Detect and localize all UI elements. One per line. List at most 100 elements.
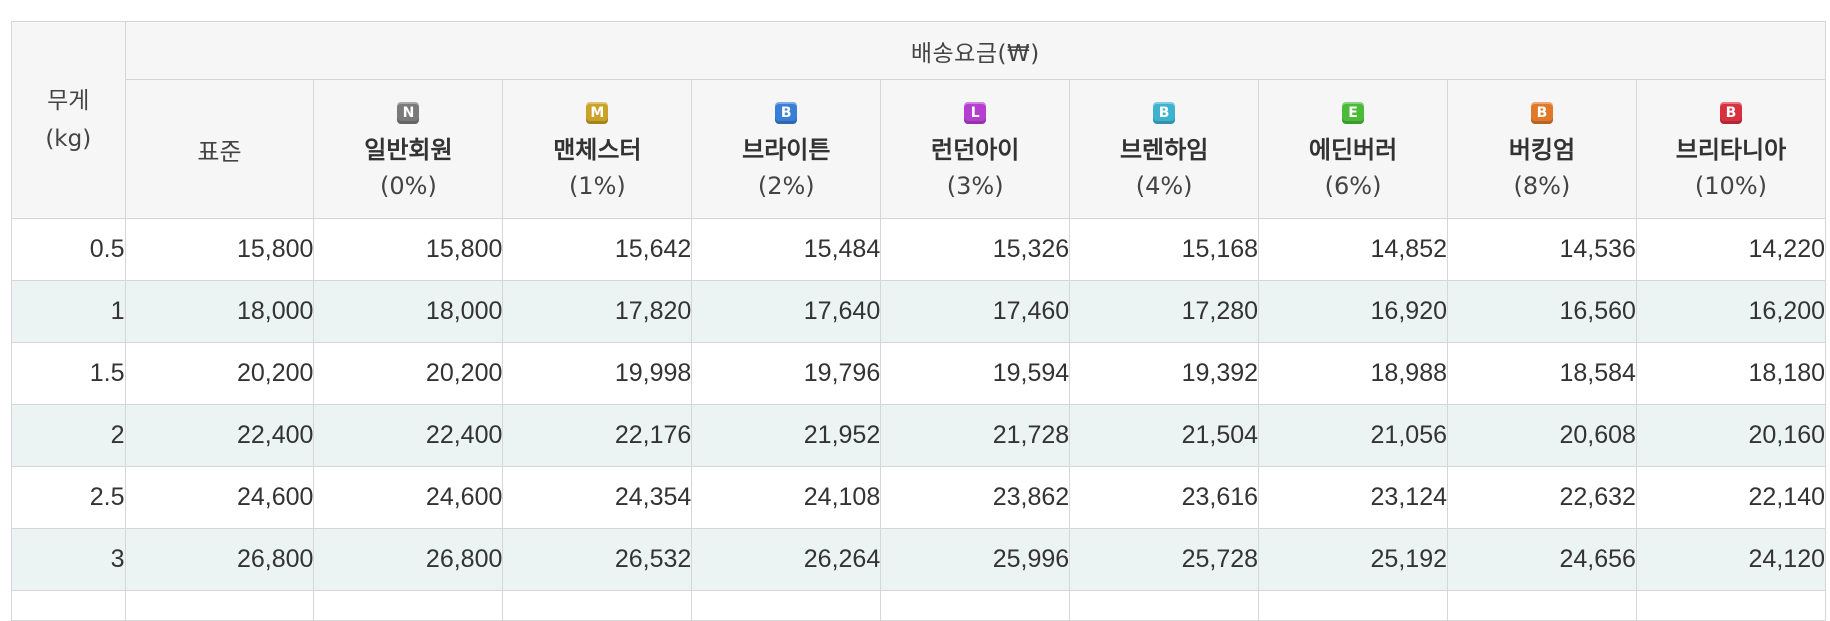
table-row: 1.5 20,200 20,200 19,998 19,796 19,594 19,392 1… <box>11 342 1827 405</box>
table-row: 1 18,000 18,000 17,820 17,640 17,460 17,280 16,… <box>11 280 1827 343</box>
tier-fee-cell: 14,536 <box>1447 218 1637 281</box>
tier-fee-cell: 26,532 <box>502 528 693 591</box>
tier-fee-cell: 20,200 <box>313 342 504 405</box>
tier-column-header: L 런던아이 (3%) <box>880 79 1071 219</box>
tier-column-header: B 브라이튼 (2%) <box>691 79 882 219</box>
tier-fee-cell: 22,176 <box>502 404 693 467</box>
tier-fee-cell: 21,056 <box>1258 404 1448 467</box>
tier-name: 브렌하임 <box>1119 135 1209 164</box>
tier-fee-cell: 23,124 <box>1258 466 1448 529</box>
empty-cell <box>124 590 315 621</box>
tier-column-header: M 맨체스터 (1%) <box>502 79 693 219</box>
tier-fee-cell: 22,140 <box>1635 466 1827 529</box>
standard-fee-cell: 18,000 <box>124 280 315 343</box>
tier-fee-cell: 23,862 <box>880 466 1071 529</box>
tier-fee-cell: 17,640 <box>691 280 882 343</box>
membership-badge-icon: B <box>1530 101 1553 124</box>
tier-fee-cell: 18,988 <box>1258 342 1448 405</box>
weight-cell: 2 <box>11 404 126 467</box>
table-row: 2 22,400 22,400 22,176 21,952 21,728 21,504 21,… <box>11 404 1827 467</box>
tier-fee-cell: 15,484 <box>691 218 882 281</box>
standard-fee-cell: 24,600 <box>124 466 315 529</box>
tier-fee-cell: 21,728 <box>880 404 1071 467</box>
tier-discount-rate: (2%) <box>757 171 815 200</box>
tier-fee-cell: 15,168 <box>1069 218 1260 281</box>
table-row: 2.5 24,600 24,600 24,354 24,108 23,862 23,616 2… <box>11 466 1827 529</box>
tier-column-header: B 브리타니아 (10%) <box>1635 79 1827 219</box>
tier-discount-rate: (1%) <box>568 171 626 200</box>
tier-name: 버킹엄 <box>1508 135 1576 164</box>
tier-fee-cell: 17,280 <box>1069 280 1260 343</box>
membership-badge-icon: L <box>964 101 987 124</box>
tier-fee-cell: 25,996 <box>880 528 1071 591</box>
tier-fee-cell: 19,998 <box>502 342 693 405</box>
tier-fee-cell: 24,656 <box>1447 528 1637 591</box>
tier-fee-cell: 20,160 <box>1635 404 1827 467</box>
tier-discount-rate: (4%) <box>1135 171 1193 200</box>
membership-badge-icon: M <box>586 101 609 124</box>
empty-cell <box>11 590 126 621</box>
tier-name: 일반회원 <box>364 135 453 164</box>
membership-badge-icon: B <box>1153 101 1176 124</box>
tier-discount-rate: (3%) <box>946 171 1004 200</box>
tier-fee-cell: 24,354 <box>502 466 693 529</box>
shipping-rate-table-wrapper: 무게 (kg) 배송요금(₩) 표준 N 일반회원 (0%) M 맨체스터 (1%) B 브라… <box>11 21 1827 621</box>
tier-fee-cell: 24,120 <box>1635 528 1827 591</box>
tier-fee-cell: 22,400 <box>313 404 504 467</box>
tier-discount-rate: (6%) <box>1324 171 1382 200</box>
tier-fee-cell: 17,460 <box>880 280 1071 343</box>
weight-cell: 0.5 <box>11 218 126 281</box>
tier-fee-cell: 19,392 <box>1069 342 1260 405</box>
weight-column-header: 무게 (kg) <box>11 21 126 219</box>
tier-fee-cell: 24,600 <box>313 466 504 529</box>
tier-name: 에딘버러 <box>1308 135 1398 164</box>
tier-fee-cell: 15,642 <box>502 218 693 281</box>
tier-fee-cell: 23,616 <box>1069 466 1260 529</box>
tier-fee-cell: 25,192 <box>1258 528 1448 591</box>
tier-fee-cell: 21,504 <box>1069 404 1260 467</box>
tier-fee-cell: 24,108 <box>691 466 882 529</box>
weight-header-unit: (kg) <box>45 126 92 152</box>
tier-name: 브리타니아 <box>1675 135 1787 164</box>
tier-column-header: E 에딘버러 (6%) <box>1258 79 1448 219</box>
tier-fee-cell: 16,560 <box>1447 280 1637 343</box>
tier-fee-cell: 21,952 <box>691 404 882 467</box>
empty-cell <box>1069 590 1260 621</box>
membership-badge-icon: B <box>775 101 798 124</box>
tier-name: 브라이튼 <box>742 135 831 164</box>
tier-name: 맨체스터 <box>553 135 642 164</box>
empty-cell <box>313 590 504 621</box>
shipping-fee-group-header: 배송요금(₩) <box>124 21 1827 80</box>
membership-badge-icon: B <box>1719 101 1742 124</box>
tier-fee-cell: 17,820 <box>502 280 693 343</box>
tier-fee-cell: 18,180 <box>1635 342 1827 405</box>
tier-column-header: B 버킹엄 (8%) <box>1447 79 1637 219</box>
tier-fee-cell: 14,220 <box>1635 218 1827 281</box>
table-body: 0.5 15,800 15,800 15,642 15,484 15,326 15,168 1… <box>11 218 1827 621</box>
tier-column-header: B 브렌하임 (4%) <box>1069 79 1260 219</box>
empty-cell <box>1447 590 1637 621</box>
standard-fee-cell: 20,200 <box>124 342 315 405</box>
membership-badge-icon: E <box>1342 101 1365 124</box>
standard-column-header: 표준 <box>124 79 315 219</box>
shipping-rate-table: 무게 (kg) 배송요금(₩) 표준 N 일반회원 (0%) M 맨체스터 (1%) B 브라… <box>11 21 1827 621</box>
weight-cell: 3 <box>11 528 126 591</box>
tier-fee-cell: 26,264 <box>691 528 882 591</box>
table-header: 무게 (kg) 배송요금(₩) 표준 N 일반회원 (0%) M 맨체스터 (1%) B 브라… <box>11 21 1827 219</box>
weight-cell: 2.5 <box>11 466 126 529</box>
weight-cell: 1 <box>11 280 126 343</box>
tier-fee-cell: 14,852 <box>1258 218 1448 281</box>
membership-badge-icon: N <box>397 101 420 124</box>
tier-name: 런던아이 <box>931 135 1020 164</box>
tier-discount-rate: (10%) <box>1694 171 1767 200</box>
tier-fee-cell: 16,920 <box>1258 280 1448 343</box>
tier-discount-rate: (8%) <box>1513 171 1571 200</box>
tier-column-header: N 일반회원 (0%) <box>313 79 504 219</box>
table-row <box>11 590 1827 621</box>
empty-cell <box>502 590 693 621</box>
tier-fee-cell: 15,800 <box>313 218 504 281</box>
standard-fee-cell: 26,800 <box>124 528 315 591</box>
tier-fee-cell: 22,632 <box>1447 466 1637 529</box>
standard-fee-cell: 22,400 <box>124 404 315 467</box>
tier-fee-cell: 20,608 <box>1447 404 1637 467</box>
